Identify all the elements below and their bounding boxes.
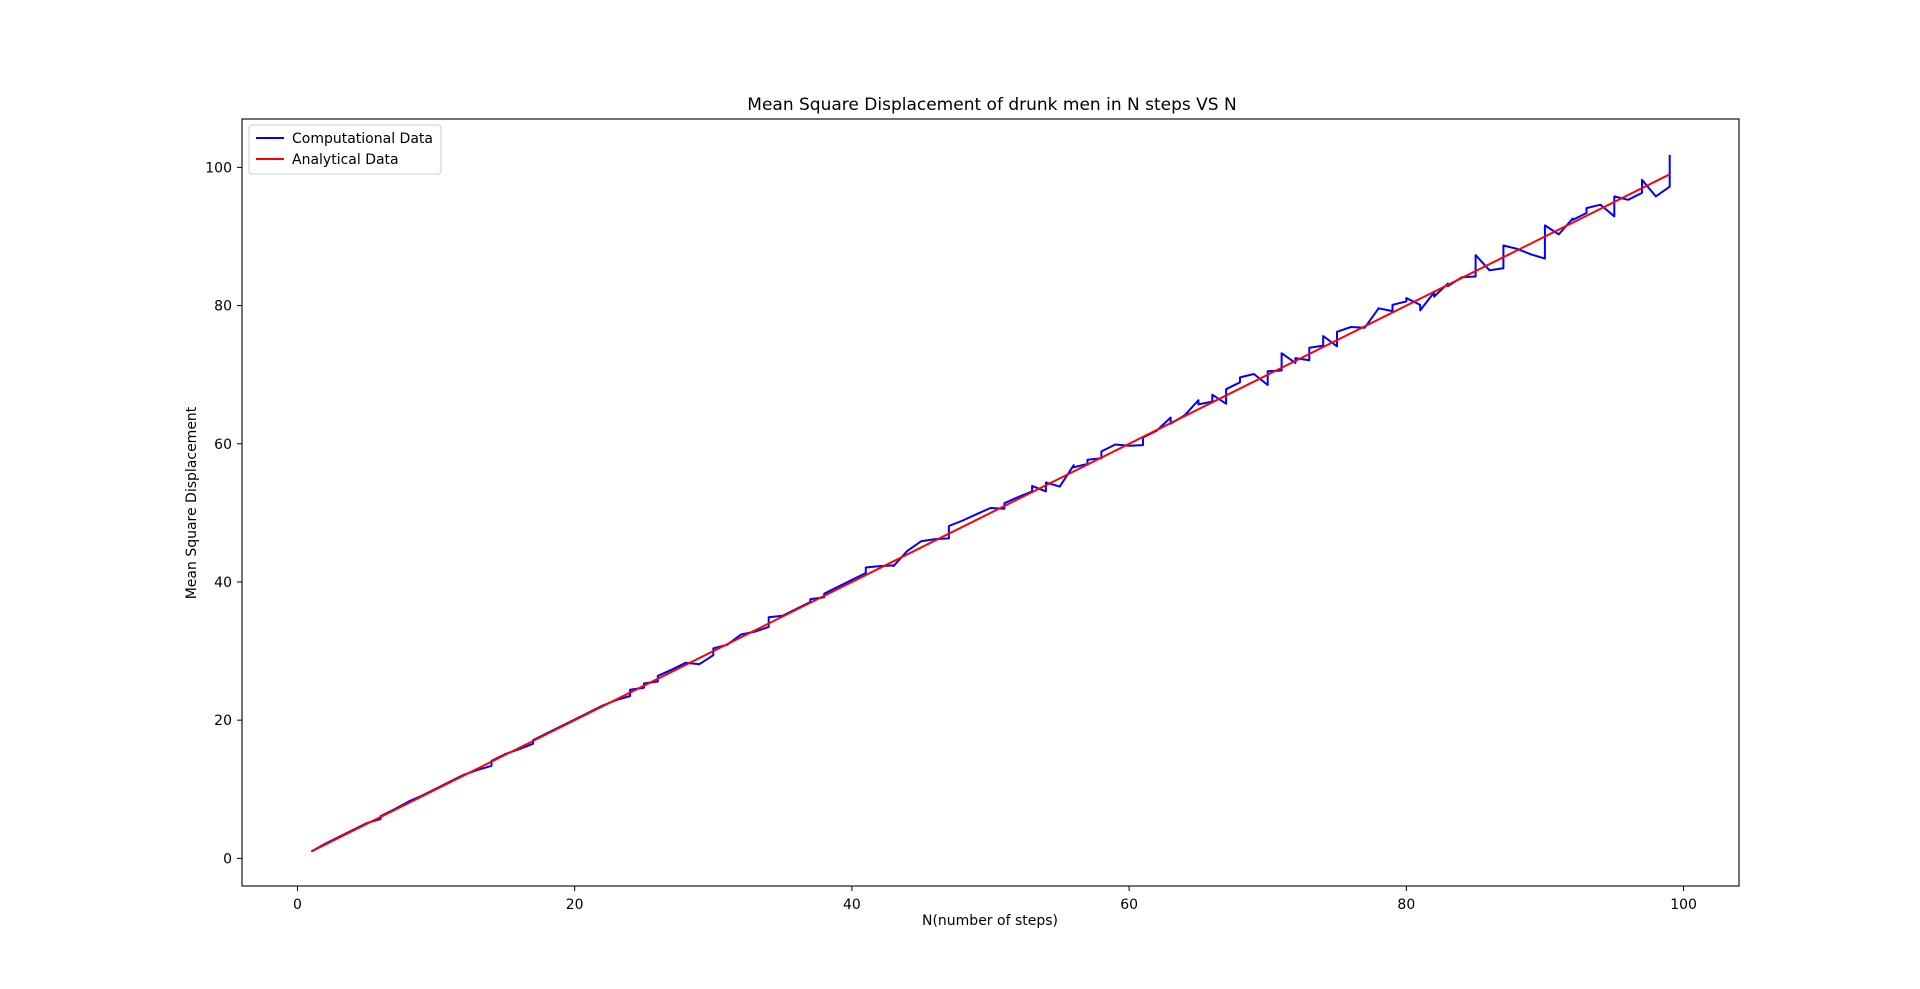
- axes-frame: [241, 118, 1740, 887]
- chart-title: Mean Square Displacement of drunk men in…: [747, 95, 1236, 115]
- x-axis-label: N(number of steps): [922, 913, 1058, 929]
- legend-label-computational: Computational Data: [292, 131, 433, 147]
- y-tick-label: 80: [214, 299, 232, 315]
- y-tick-label: 100: [205, 160, 232, 176]
- legend-box: [248, 124, 442, 175]
- x-tick-label: 40: [843, 897, 861, 913]
- axis-ticks: 0 20 40 60 80 100 0 20 40 60 80 100: [205, 160, 1697, 913]
- legend: Computational Data Analytical Data: [248, 124, 442, 175]
- x-tick-label: 100: [1670, 897, 1697, 913]
- legend-label-analytical: Analytical Data: [292, 152, 399, 168]
- y-tick-label: 0: [223, 851, 232, 867]
- y-tick-label: 40: [214, 575, 232, 591]
- x-tick-label: 0: [293, 897, 302, 913]
- plot-area: [310, 154, 1671, 853]
- y-tick-label: 60: [214, 437, 232, 453]
- series-line-analytical: [310, 173, 1671, 853]
- y-axis-label: Mean Square Displacement: [184, 406, 200, 599]
- x-tick-label: 20: [566, 897, 584, 913]
- x-tick-label: 80: [1397, 897, 1415, 913]
- y-tick-label: 20: [214, 713, 232, 729]
- x-tick-label: 60: [1120, 897, 1138, 913]
